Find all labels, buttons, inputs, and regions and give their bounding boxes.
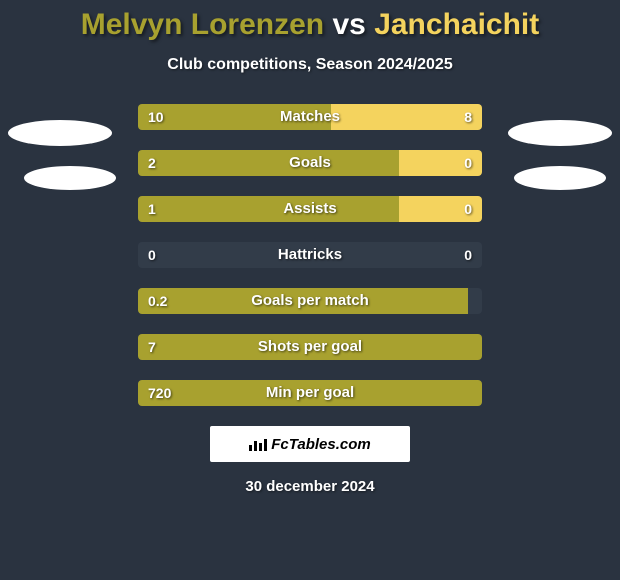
stat-value-right: 0	[464, 150, 472, 176]
stat-value-right: 8	[464, 104, 472, 130]
badge-ellipse	[508, 120, 612, 146]
player2-name: Janchaichit	[374, 8, 539, 41]
stat-row: 1Assists0	[138, 196, 482, 222]
stat-label: Min per goal	[138, 380, 482, 406]
badge-ellipse	[8, 120, 112, 146]
stat-label: Shots per goal	[138, 334, 482, 360]
stat-row: 720Min per goal	[138, 380, 482, 406]
stat-label: Matches	[138, 104, 482, 130]
vs-text: vs	[332, 8, 365, 41]
stat-row: 2Goals0	[138, 150, 482, 176]
badge-ellipse	[24, 166, 116, 190]
stat-label: Assists	[138, 196, 482, 222]
badge-ellipse	[514, 166, 606, 190]
stat-row: 0.2Goals per match	[138, 288, 482, 314]
stat-value-right: 0	[464, 196, 472, 222]
stat-label: Goals	[138, 150, 482, 176]
stat-row: 0Hattricks0	[138, 242, 482, 268]
source-logo[interactable]: FcTables.com	[210, 426, 410, 462]
stats-container: 10Matches82Goals01Assists00Hattricks00.2…	[138, 104, 482, 406]
player1-name: Melvyn Lorenzen	[81, 8, 324, 41]
footer-date: 30 december 2024	[0, 478, 620, 495]
stat-row: 10Matches8	[138, 104, 482, 130]
chart-icon	[249, 437, 267, 451]
stat-row: 7Shots per goal	[138, 334, 482, 360]
comparison-title: Melvyn Lorenzen vs Janchaichit	[0, 0, 620, 42]
stat-value-right: 0	[464, 242, 472, 268]
subtitle: Club competitions, Season 2024/2025	[0, 56, 620, 74]
stat-label: Goals per match	[138, 288, 482, 314]
logo-text: FcTables.com	[271, 436, 370, 453]
stat-label: Hattricks	[138, 242, 482, 268]
